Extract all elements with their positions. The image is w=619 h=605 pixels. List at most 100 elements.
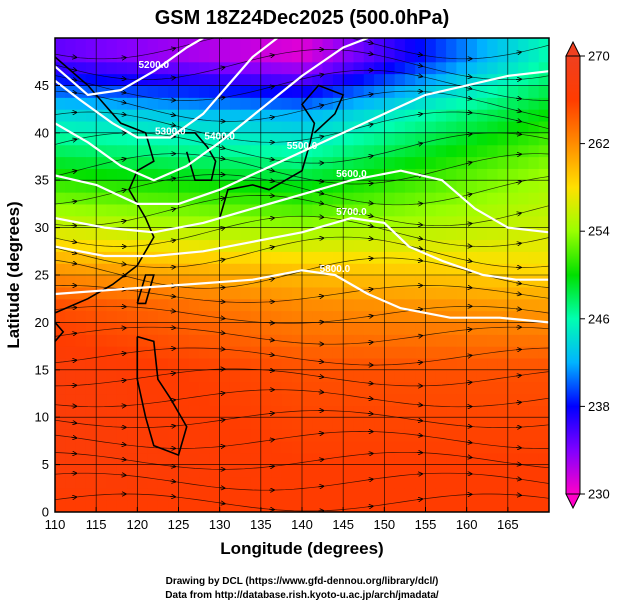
heat-cell [446,286,457,300]
heat-cell [116,275,128,288]
heat-cell [528,109,540,122]
heat-cell [497,215,509,229]
heat-cell [518,180,530,193]
heat-cell [199,452,210,466]
heat-cell [209,120,221,134]
streamline-arrow [318,296,324,297]
heat-cell [322,476,334,489]
heat-cell [240,132,252,146]
heat-cell [106,144,118,158]
heat-cell [374,38,385,51]
heat-cell [528,132,540,146]
contour-label: 5400.0 [204,131,235,142]
heat-cell [75,215,87,229]
heat-cell [343,369,355,383]
heat-cell [425,120,437,134]
heat-cell [178,97,190,110]
heat-cell [343,38,355,51]
heat-cell [384,180,396,193]
heat-cell [456,180,468,193]
heat-cell [435,97,447,110]
heat-cell [425,334,437,347]
heat-cell [229,357,241,371]
heat-cell [538,369,549,383]
streamline-arrow [71,171,77,172]
heat-cell [456,500,468,512]
heat-cell [528,322,540,335]
streamline-arrow [367,479,373,480]
contour-line [55,38,369,182]
heat-cell [456,97,468,110]
heat-cell [343,263,355,276]
heat-cell [332,476,344,489]
contour-line [55,169,549,234]
heat-cell [147,500,159,512]
heat-cell [415,97,427,110]
heat-cell [353,203,365,217]
heat-cell [281,61,293,75]
heat-cell [219,310,231,323]
heat-cell [302,500,313,512]
heat-cell [302,85,313,98]
streamline-arrow [466,194,472,195]
heat-cell [507,132,519,146]
heat-cell [302,203,313,217]
heat-cell [250,322,262,335]
heat-cell [199,298,210,312]
heat-cell [302,73,313,86]
heat-cell [281,357,293,371]
heat-cell [425,132,437,146]
heat-cell [435,73,447,86]
heat-cell [518,97,530,110]
heat-cell [199,132,210,146]
heat-cell [271,263,283,276]
heat-cell [65,476,77,489]
streamline-arrow [71,69,77,70]
heat-cell [65,405,77,418]
heat-cell [209,263,221,276]
streamline-arrow [466,260,472,261]
heat-cell [425,322,437,335]
heat-cell [528,500,540,512]
heat-cell [137,381,149,395]
heat-cell [188,488,200,501]
heat-cell [240,476,252,489]
heat-cell [219,120,231,134]
heat-cell [446,334,457,347]
heat-cell [96,476,108,489]
heat-cell [188,120,200,134]
heat-cell [85,239,97,252]
heat-cell [240,488,252,501]
heat-cell [384,357,396,371]
streamline-arrow [269,355,274,356]
heat-cell [137,357,149,371]
heat-cell [199,109,210,122]
heat-cell [435,49,447,63]
heat-cell [260,429,272,442]
heat-cell [291,120,303,134]
heat-cell [240,429,252,442]
heat-cell [374,156,385,169]
heat-cell [435,440,447,454]
heat-cell [466,275,478,288]
heat-cell [229,381,241,395]
heat-cell [507,156,519,169]
heat-cell [271,132,283,146]
heat-cell [147,417,159,430]
heat-cell [518,322,530,335]
heat-cell [518,440,530,454]
heat-cell [229,452,241,466]
heat-cell [219,346,231,359]
heat-cell [229,144,241,158]
heat-cell [312,203,324,217]
heat-cell [446,322,457,335]
heat-cell [229,500,241,512]
heat-cell [394,251,406,264]
heat-cell [312,464,324,478]
heat-cell [116,357,128,371]
heat-cell [75,263,87,276]
heat-cell [229,120,241,134]
heat-cell [466,286,478,300]
heat-cell [116,144,128,158]
